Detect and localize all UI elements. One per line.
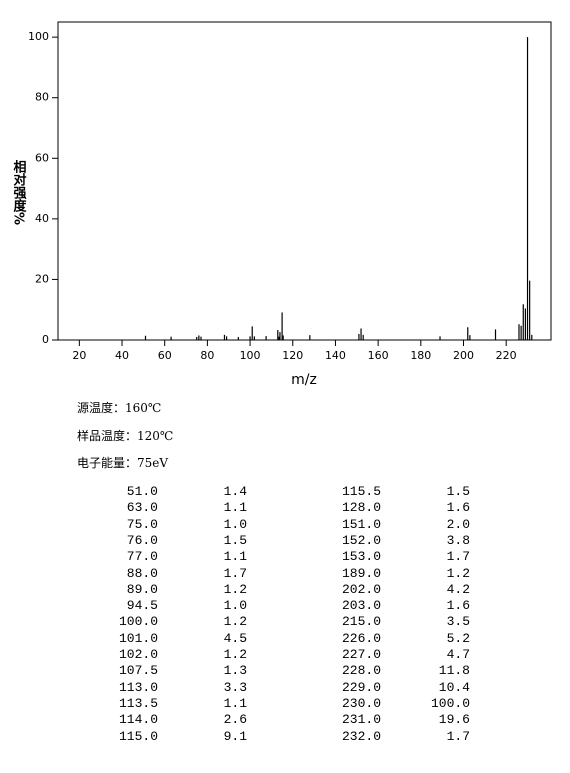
y-tick-label: 20	[35, 272, 49, 285]
table-cell: 89.0	[126, 581, 158, 597]
table-cell: 115.5	[341, 484, 381, 499]
table-cell: 152.0	[341, 532, 381, 548]
table-cell: 4.5	[223, 630, 247, 646]
table-cell: 228.0	[341, 663, 381, 679]
info-line: 源温度：160℃	[77, 401, 162, 415]
table-cell: 1.2	[223, 614, 247, 630]
table-cell: 51.0	[126, 484, 158, 499]
table-cell: 2.6	[223, 712, 247, 728]
table-cell: 203.0	[341, 598, 381, 614]
table-cell: 1.7	[446, 549, 470, 565]
x-tick-label: 100	[240, 349, 261, 362]
table-cell: 1.5	[223, 532, 247, 548]
x-tick-label: 200	[453, 349, 474, 362]
table-cell: 1.0	[223, 516, 247, 532]
table-cell: 114.0	[118, 712, 158, 728]
table-cell: 1.3	[223, 663, 247, 679]
table-cell: 11.8	[438, 663, 470, 679]
x-tick-label: 60	[158, 349, 172, 362]
table-cell: 1.5	[446, 484, 470, 499]
table-cell: 1.6	[446, 598, 470, 614]
table-cell: 88.0	[126, 565, 158, 581]
table-cell: 63.0	[126, 500, 158, 516]
x-tick-label: 40	[115, 349, 129, 362]
x-tick-label: 160	[368, 349, 389, 362]
table-cell: 115.0	[118, 728, 158, 744]
table-cell: 229.0	[341, 679, 381, 695]
table-cell: 76.0	[126, 532, 158, 548]
table-cell: 1.1	[223, 500, 247, 516]
x-tick-label: 180	[410, 349, 431, 362]
y-axis-label: 相对强度%	[11, 159, 27, 225]
table-cell: 101.0	[118, 630, 158, 646]
table-cell: 202.0	[341, 581, 381, 597]
table-cell: 231.0	[341, 712, 381, 728]
table-cell: 230.0	[341, 695, 381, 711]
table-cell: 2.0	[446, 516, 470, 532]
table-cell: 19.6	[438, 712, 470, 728]
table-cell: 113.0	[118, 679, 158, 695]
x-axis-label: m/z	[291, 372, 317, 388]
chart: m/z 相对强度% 0 20 40 60 80 100 20 40 60 80 100 120 140 1…	[11, 21, 552, 388]
table-cell: 4.2	[446, 581, 470, 597]
table-cell: 4.7	[446, 647, 470, 662]
table-cell: 100.0	[430, 695, 470, 711]
table-cell: 1.2	[223, 647, 247, 662]
table-cell: 3.5	[446, 614, 470, 630]
x-tick-label: 80	[200, 349, 214, 362]
table-cell: 215.0	[341, 614, 381, 630]
table-cell: 3.3	[223, 679, 247, 695]
info-line: 电子能量：75eV	[77, 456, 169, 470]
table-cell: 10.4	[438, 679, 470, 695]
table-cell: 1.2	[223, 581, 247, 597]
table-cell: 153.0	[341, 549, 381, 565]
table-cell: 1.1	[223, 549, 247, 565]
x-tick-label: 220	[496, 349, 517, 362]
table-cell: 102.0	[118, 647, 158, 662]
table-cell: 3.8	[446, 532, 470, 548]
table-cell: 227.0	[341, 647, 381, 662]
table-cell: 100.0	[118, 614, 158, 630]
x-tick-label: 20	[72, 349, 86, 362]
table-cell: 1.1	[223, 695, 247, 711]
table-cell: 226.0	[341, 630, 381, 646]
table-cell: 151.0	[341, 516, 381, 532]
table-cell: 1.4	[223, 484, 247, 499]
table-cell: 5.2	[446, 630, 470, 646]
info-line: 样品温度：120℃	[77, 428, 174, 443]
x-tick-label: 140	[325, 349, 346, 362]
table-cell: 113.5	[118, 695, 158, 711]
table-cell: 107.5	[118, 663, 158, 679]
y-tick-label: 40	[35, 212, 49, 225]
table-cell: 75.0	[126, 516, 158, 532]
table-cell: 189.0	[341, 565, 381, 581]
y-tick-label: 60	[35, 151, 49, 164]
plot-frame	[57, 21, 552, 341]
table-cell: 128.0	[341, 500, 381, 516]
y-tick-label: 100	[28, 30, 49, 43]
table-cell: 1.0	[223, 598, 247, 614]
table-cell: 77.0	[126, 549, 158, 565]
table-cell: 1.6	[446, 500, 470, 516]
x-tick-label: 120	[282, 349, 303, 362]
y-tick-label: 0	[42, 333, 49, 346]
table-cell: 9.1	[223, 728, 247, 744]
y-tick-label: 80	[35, 91, 49, 104]
table-cell: 1.7	[446, 728, 470, 744]
table-cell: 94.5	[126, 598, 158, 614]
table-cell: 232.0	[341, 728, 381, 744]
table-cell: 1.7	[223, 565, 247, 581]
table-cell: 1.2	[446, 565, 470, 581]
